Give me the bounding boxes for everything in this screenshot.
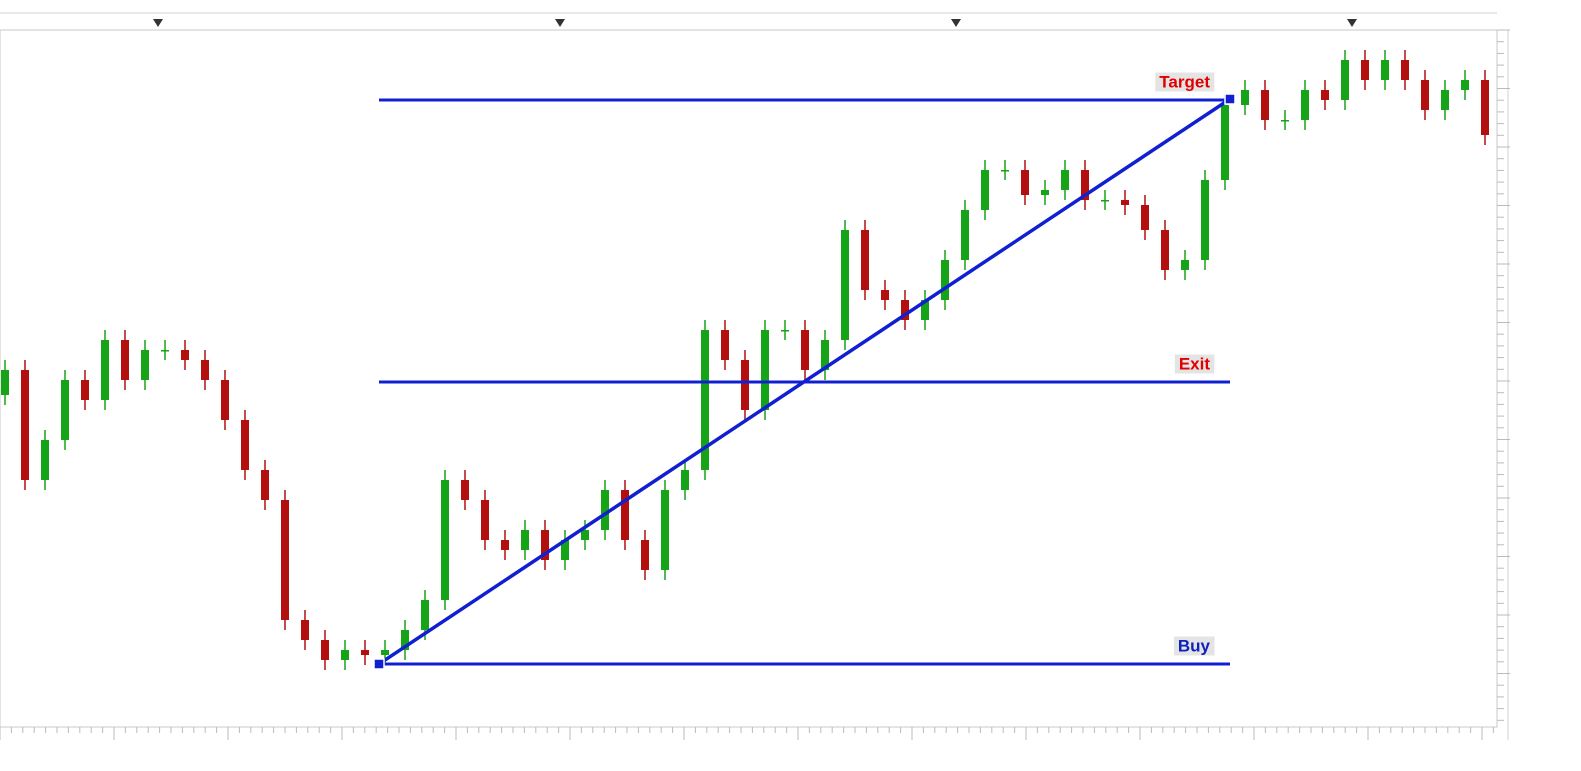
candle-body [421, 600, 429, 630]
markers [153, 19, 1357, 27]
candle-body [881, 290, 889, 300]
candle-body [901, 300, 909, 320]
candle-body [141, 350, 149, 380]
candle-body [1401, 60, 1409, 80]
candle-body [601, 490, 609, 530]
candle-body [541, 530, 549, 560]
candle-body [841, 230, 849, 340]
candle-body [721, 330, 729, 360]
marker [555, 19, 565, 27]
candle-body [1361, 60, 1369, 80]
candle-body [241, 420, 249, 470]
candle-body [581, 530, 589, 540]
candle-body [861, 230, 869, 290]
candle-body [461, 480, 469, 500]
trend-handle [1224, 93, 1236, 105]
candle-body [401, 630, 409, 650]
marker [951, 19, 961, 27]
level-label-bg [1173, 636, 1215, 656]
trend-handle [373, 658, 385, 670]
level-label-bg [1174, 354, 1215, 374]
candle-body [1061, 170, 1069, 190]
candle-body [801, 330, 809, 370]
candle-body [301, 620, 309, 640]
candle-body [81, 380, 89, 400]
candle-body [101, 340, 109, 400]
candle-body [981, 170, 989, 210]
candle-body [1081, 170, 1089, 200]
candle-body [1161, 230, 1169, 270]
candle-body [921, 300, 929, 320]
candle-body [1141, 205, 1149, 230]
candle-body [201, 360, 209, 380]
candle-body [1121, 200, 1129, 205]
candle-body [941, 260, 949, 300]
candle-body [701, 330, 709, 470]
ruler-ticks [0, 29, 1510, 740]
candle-body [1281, 120, 1289, 122]
candle-body [121, 340, 129, 380]
candle-body [741, 360, 749, 410]
candle-body [1341, 60, 1349, 100]
candle-body [821, 340, 829, 370]
candle-body [1001, 170, 1009, 172]
candle-body [1461, 80, 1469, 90]
candle-body [1421, 80, 1429, 110]
candle-body [1301, 90, 1309, 120]
candle-body [361, 650, 369, 655]
candle-body [661, 490, 669, 570]
candle-body [1241, 90, 1249, 105]
candle-body [281, 500, 289, 620]
candle-body [381, 650, 389, 655]
candle-body [521, 530, 529, 550]
marker [1347, 19, 1357, 27]
candle-body [221, 380, 229, 420]
candle-body [1181, 260, 1189, 270]
candle-body [161, 350, 169, 352]
candle-body [1041, 190, 1049, 195]
candle-body [681, 470, 689, 490]
candle-body [501, 540, 509, 550]
level-label: Buy [1178, 636, 1211, 655]
candle-body [61, 380, 69, 440]
candle-body [1261, 90, 1269, 120]
candle-body [1441, 90, 1449, 110]
candle-body [441, 480, 449, 600]
candle-body [261, 470, 269, 500]
marker [153, 19, 163, 27]
candle-body [761, 330, 769, 410]
candle-body [1221, 105, 1229, 180]
candle-body [181, 350, 189, 360]
candle-body [1381, 60, 1389, 80]
level-label: Target [1159, 72, 1210, 91]
candle-body [41, 440, 49, 480]
candle-body [1321, 90, 1329, 100]
level-label-bg [1155, 72, 1215, 92]
candle-body [641, 540, 649, 570]
candle-body [781, 330, 789, 332]
candle-body [561, 540, 569, 560]
trend-line [378, 97, 1231, 666]
candle-body [1, 370, 9, 395]
candle-body [1481, 80, 1489, 135]
candle-body [1201, 180, 1209, 260]
candle-body [481, 500, 489, 540]
candle-body [321, 640, 329, 660]
candle-body [341, 650, 349, 660]
candle-body [21, 370, 29, 480]
candle-body [961, 210, 969, 260]
candle-body [621, 490, 629, 540]
candle-body [1101, 200, 1109, 202]
level-label: Exit [1179, 354, 1211, 373]
candle-body [1021, 170, 1029, 195]
